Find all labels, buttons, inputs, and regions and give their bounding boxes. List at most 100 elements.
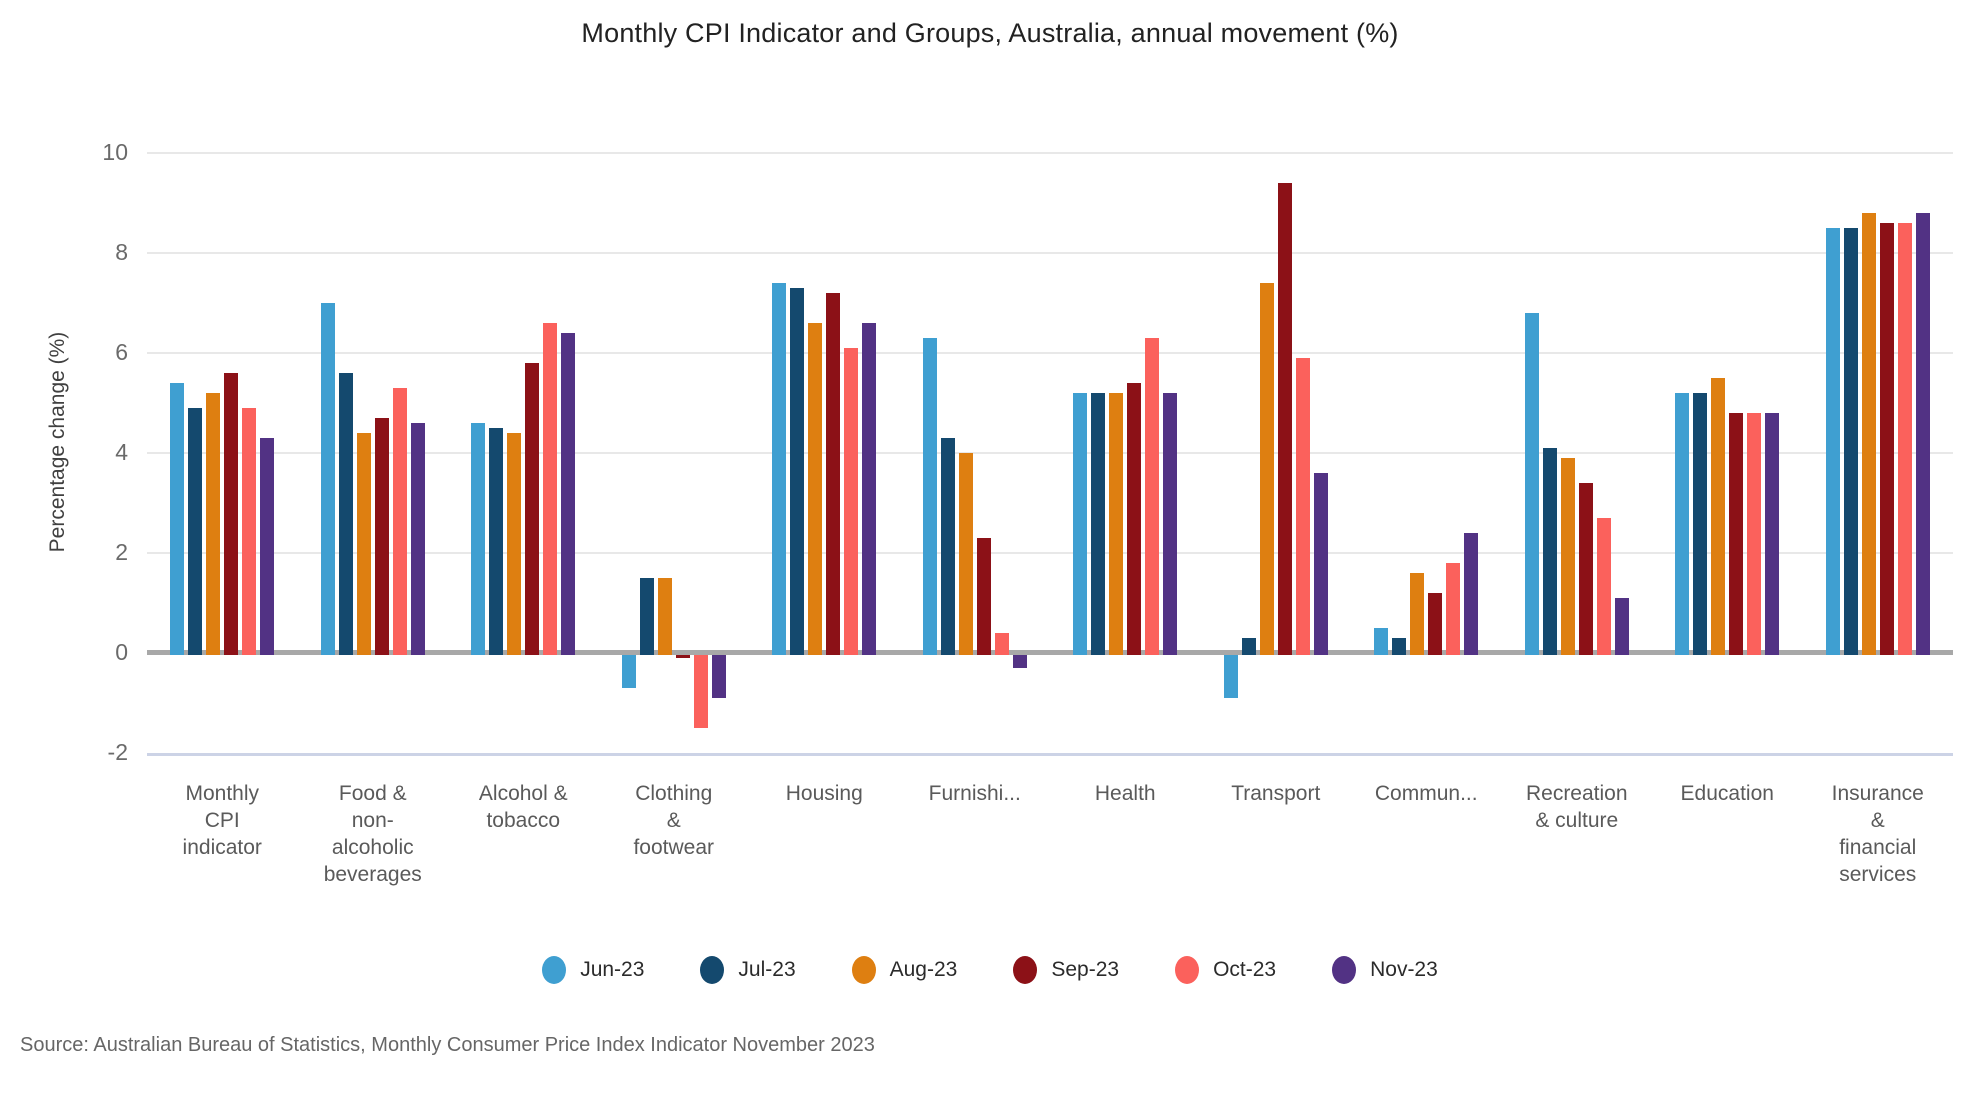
bar[interactable]	[862, 323, 876, 655]
bar[interactable]	[1464, 533, 1478, 655]
gridline	[147, 352, 1953, 354]
bar[interactable]	[1675, 393, 1689, 655]
bar[interactable]	[1163, 393, 1177, 655]
bar[interactable]	[995, 633, 1009, 655]
bar[interactable]	[1898, 223, 1912, 655]
y-tick-label: 4	[115, 439, 128, 465]
bar[interactable]	[844, 348, 858, 655]
bar[interactable]	[1446, 563, 1460, 655]
bar[interactable]	[1916, 213, 1930, 655]
bar[interactable]	[622, 655, 636, 688]
bar[interactable]	[1013, 655, 1027, 668]
bar[interactable]	[808, 323, 822, 655]
x-category-label-line: &	[666, 809, 681, 832]
bar[interactable]	[1615, 598, 1629, 655]
bar[interactable]	[411, 423, 425, 655]
bar[interactable]	[471, 423, 485, 655]
bar[interactable]	[188, 408, 202, 655]
bar[interactable]	[1410, 573, 1424, 655]
bar[interactable]	[242, 408, 256, 655]
bar[interactable]	[170, 383, 184, 655]
bar[interactable]	[923, 338, 937, 655]
bar[interactable]	[1561, 458, 1575, 655]
bar[interactable]	[489, 428, 503, 655]
x-category-label: Alcohol & tobacco	[438, 780, 608, 834]
x-category-label-line: indicator	[182, 836, 262, 859]
bar[interactable]	[375, 418, 389, 655]
bar[interactable]	[321, 303, 335, 655]
bar[interactable]	[959, 453, 973, 655]
legend-label: Sep-23	[1051, 958, 1120, 981]
x-category-label-line: Education	[1680, 782, 1774, 805]
bar[interactable]	[224, 373, 238, 655]
bar[interactable]	[676, 655, 690, 658]
bar[interactable]	[1260, 283, 1274, 655]
bar[interactable]	[1844, 228, 1858, 655]
bar[interactable]	[1392, 638, 1406, 655]
bar[interactable]	[206, 393, 220, 655]
x-category-label-line: Health	[1094, 782, 1156, 805]
bar[interactable]	[1428, 593, 1442, 655]
bar[interactable]	[1747, 413, 1761, 655]
plot-bottom-line	[147, 753, 1953, 756]
y-tick-label: 2	[115, 539, 128, 565]
bar[interactable]	[1073, 393, 1087, 655]
gridline	[147, 452, 1953, 454]
bar[interactable]	[1711, 378, 1725, 655]
legend-item-sep-23[interactable]: Sep-23	[1013, 952, 1119, 988]
bar[interactable]	[393, 388, 407, 655]
gridline	[147, 252, 1953, 254]
bar[interactable]	[1543, 448, 1557, 655]
bar[interactable]	[1693, 393, 1707, 655]
bar[interactable]	[260, 438, 274, 655]
legend-item-nov-23[interactable]: Nov-23	[1332, 952, 1438, 988]
bar[interactable]	[1127, 383, 1141, 655]
bar[interactable]	[1109, 393, 1123, 655]
y-tick-label: 8	[115, 239, 128, 265]
bar[interactable]	[977, 538, 991, 655]
bar[interactable]	[1242, 638, 1256, 655]
legend-item-jun-23[interactable]: Jun-23	[542, 952, 644, 988]
bar[interactable]	[640, 578, 654, 655]
bar[interactable]	[1314, 473, 1328, 655]
bar[interactable]	[1880, 223, 1894, 655]
legend-item-oct-23[interactable]: Oct-23	[1175, 952, 1276, 988]
bar[interactable]	[1579, 483, 1593, 655]
zero-axis-line	[147, 650, 1953, 655]
bar[interactable]	[525, 363, 539, 655]
bar[interactable]	[772, 283, 786, 655]
bar[interactable]	[826, 293, 840, 655]
bar[interactable]	[712, 655, 726, 698]
bar[interactable]	[1224, 655, 1238, 698]
x-category-label: Recreation & culture	[1492, 780, 1662, 834]
bar[interactable]	[694, 655, 708, 728]
bar[interactable]	[1145, 338, 1159, 655]
bar[interactable]	[1374, 628, 1388, 655]
bar[interactable]	[1862, 213, 1876, 655]
bar[interactable]	[339, 373, 353, 655]
bar[interactable]	[507, 433, 521, 655]
bar[interactable]	[1296, 358, 1310, 655]
bar[interactable]	[1729, 413, 1743, 655]
bar[interactable]	[658, 578, 672, 655]
bar[interactable]	[941, 438, 955, 655]
bar[interactable]	[357, 433, 371, 655]
legend-item-jul-23[interactable]: Jul-23	[700, 952, 796, 988]
bar[interactable]	[561, 333, 575, 655]
bar[interactable]	[1525, 313, 1539, 655]
bar[interactable]	[1597, 518, 1611, 655]
bar[interactable]	[1278, 183, 1292, 655]
legend-marker-icon	[700, 956, 725, 984]
y-tick-label: 0	[115, 639, 128, 665]
x-category-label-line: alcoholic	[331, 836, 414, 859]
bar[interactable]	[1765, 413, 1779, 655]
source-note: Source: Australian Bureau of Statistics,…	[20, 1034, 875, 1056]
x-category-label: Food & non-alcoholic beverages	[288, 780, 458, 888]
bar[interactable]	[1826, 228, 1840, 655]
bar[interactable]	[543, 323, 557, 655]
bar[interactable]	[790, 288, 804, 655]
legend-item-aug-23[interactable]: Aug-23	[851, 952, 957, 988]
bar[interactable]	[1091, 393, 1105, 655]
legend-label: Oct-23	[1213, 958, 1277, 981]
